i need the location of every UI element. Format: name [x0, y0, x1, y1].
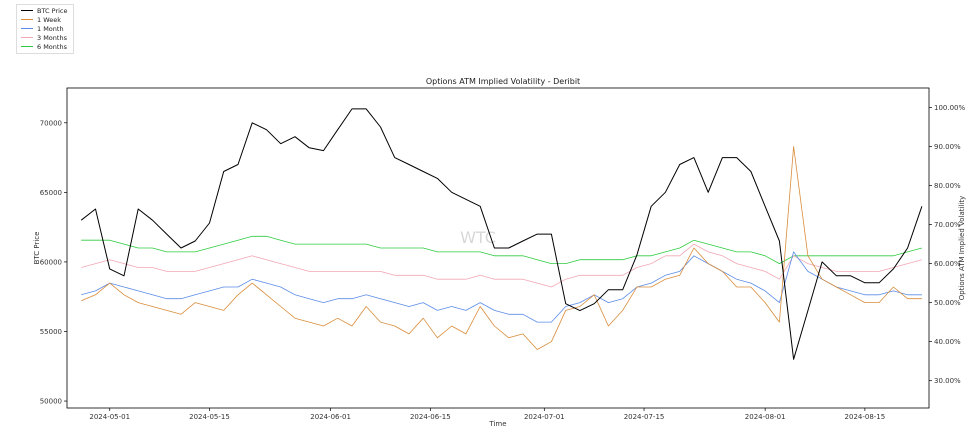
legend-label: 1 Month: [37, 24, 64, 33]
y-left-tick-label: 70000: [40, 119, 62, 127]
legend-item-1-week: 1 Week: [21, 15, 68, 24]
legend-label: 6 Months: [37, 42, 67, 51]
series-line-btc-price: [80, 108, 923, 360]
y-right-tick-label: 80.00%: [934, 182, 961, 190]
series-line-1-week: [81, 146, 922, 350]
watermark-text: WTC: [460, 228, 496, 247]
legend-swatch: [21, 46, 33, 47]
legend-swatch: [21, 37, 33, 38]
y-right-tick-label: 60.00%: [934, 260, 961, 268]
y-right-tick-label: 90.00%: [934, 143, 961, 151]
y-right-tick-label: 40.00%: [934, 338, 961, 346]
plot-frame: [66, 87, 930, 409]
y-left-tick-label: 50000: [40, 398, 62, 406]
series-layer: [80, 108, 923, 360]
x-tick-label: 2024-06-01: [310, 413, 351, 421]
legend-swatch: [21, 10, 33, 11]
x-tick-label: 2024-05-01: [89, 413, 130, 421]
x-tick-label: 2024-07-01: [524, 413, 565, 421]
legend-swatch: [21, 28, 33, 29]
x-tick-label: 2024-05-15: [189, 413, 230, 421]
legend-item-1-month: 1 Month: [21, 24, 68, 33]
x-axis-label: Time: [488, 420, 506, 428]
series-line-3-months: [81, 243, 923, 288]
chart-title: Options ATM Implied Volatility - Deribit: [426, 77, 580, 86]
y-axis-right-label: Options ATM Implied Volatility: [958, 196, 966, 300]
y-right-tick-label: 100.00%: [934, 104, 965, 112]
legend-label: BTC Price: [37, 6, 68, 15]
y-right-tick-label: 70.00%: [934, 221, 961, 229]
y-left-tick-label: 65000: [40, 189, 62, 197]
y-axis-left: 50000 55000 60000 65000 70000: [40, 119, 67, 406]
x-tick-label: 2024-07-15: [624, 413, 665, 421]
legend-label: 1 Week: [37, 15, 62, 24]
legend-item-3-months: 3 Months: [21, 33, 68, 42]
legend-item-btc-price: BTC Price: [21, 6, 68, 15]
y-axis-left-label: BTC Price: [33, 232, 41, 265]
x-tick-label: 2024-08-15: [845, 413, 886, 421]
y-left-tick-label: 55000: [40, 328, 62, 336]
x-tick-label: 2024-08-01: [745, 413, 786, 421]
y-right-tick-label: 50.00%: [934, 299, 961, 307]
chart-legend: BTC Price 1 Week 1 Month 3 Months 6 Months: [16, 4, 74, 54]
x-tick-label: 2024-06-15: [410, 413, 451, 421]
y-right-tick-label: 30.00%: [934, 377, 961, 385]
legend-swatch: [21, 19, 33, 20]
x-axis: 2024-05-01 2024-05-15 2024-06-01 2024-06-15…: [89, 408, 885, 421]
y-axis-right: 30.00% 40.00% 50.00% 60.00% 70.00% 80.00% 90.0…: [929, 104, 965, 385]
legend-item-6-months: 6 Months: [21, 42, 68, 51]
y-left-tick-label: 60000: [40, 258, 62, 266]
legend-label: 3 Months: [37, 33, 67, 42]
